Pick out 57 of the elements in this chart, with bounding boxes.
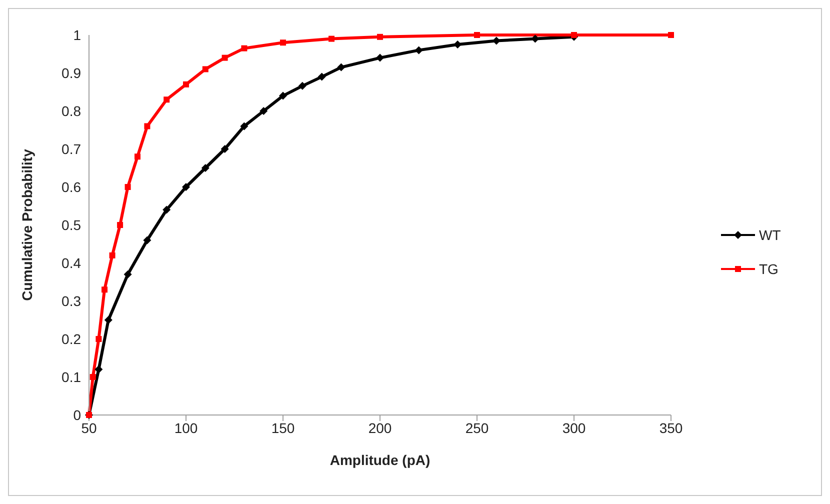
point [144,123,150,130]
legend-label: WT [759,227,781,243]
x-tick-label: 150 [271,420,295,436]
point [164,96,170,103]
y-tick-label: 0.7 [62,140,82,157]
point [298,82,306,90]
point [94,365,103,374]
point [102,286,108,293]
y-tick-label: 0.4 [62,254,82,271]
point [318,72,326,81]
point [201,164,210,172]
point [124,184,131,190]
point [90,374,96,380]
point [183,81,189,88]
point [134,154,140,160]
point [222,54,228,61]
y-tick-label: 1 [73,26,82,43]
point [220,145,229,153]
point [117,222,124,228]
x-tick-label: 300 [562,420,586,436]
point [280,40,286,46]
y-tick-label: 0.5 [62,216,82,233]
point [96,336,102,342]
point [414,46,423,54]
y-tick-label: 0.2 [62,330,82,347]
point [240,122,248,130]
point [337,63,346,72]
point [474,32,480,38]
point [124,270,132,278]
point [377,34,383,40]
point [376,54,384,62]
x-axis-title: Amplitude (pA) [330,452,430,468]
y-tick-label: 0.1 [62,368,82,385]
y-tick-label: 0.8 [62,102,82,119]
point [260,107,268,115]
point [668,32,674,38]
point [104,316,112,324]
point [571,32,577,38]
x-tick-label: 350 [659,420,683,436]
point [182,183,190,191]
x-tick-label: 250 [465,420,489,436]
point [162,206,171,214]
point [202,66,208,72]
point [328,36,334,42]
x-tick-label: 50 [81,420,97,436]
x-tick-label: 200 [368,420,392,436]
x-tick-label: 100 [174,420,198,436]
y-tick-label: 0.3 [62,292,82,309]
y-tick-label: 0.6 [62,178,82,195]
y-tick-label: 0 [73,406,82,423]
y-axis-title: Cumulative Probability [18,148,35,301]
point [109,252,116,258]
point [143,236,152,244]
y-tick-label: 0.9 [62,64,82,81]
legend-label: TG [759,261,778,277]
point [279,92,287,100]
point [241,45,248,52]
